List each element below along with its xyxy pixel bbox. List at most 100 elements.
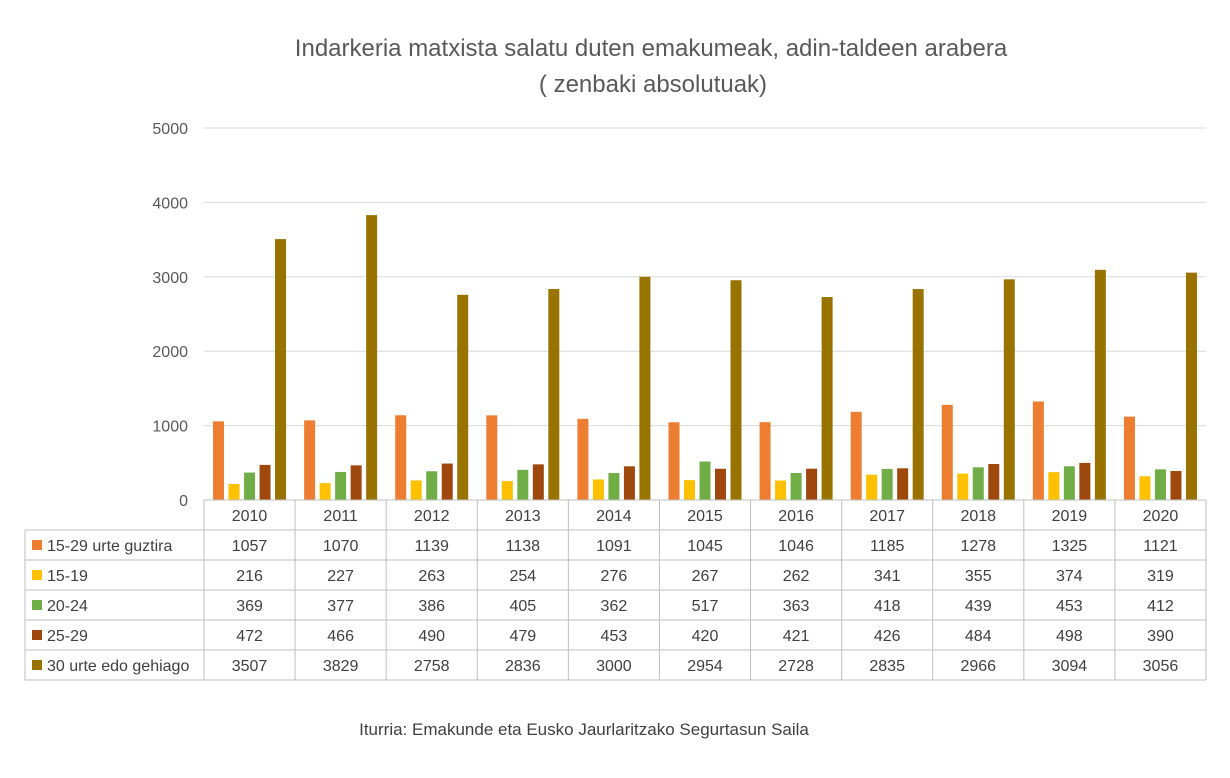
bar-2010-15-29-urte-guztira bbox=[213, 421, 225, 500]
table-cell-value: 498 bbox=[1056, 628, 1083, 645]
bar-2017-15-29-urte-guztira bbox=[850, 411, 862, 500]
table-cell-value: 1046 bbox=[778, 538, 814, 555]
bar-2020-30-urte-edo-gehiago bbox=[1185, 272, 1197, 500]
table-cell-value: 1070 bbox=[323, 538, 359, 555]
table-cell-value: 1138 bbox=[506, 538, 541, 555]
legend-swatch bbox=[32, 540, 42, 550]
source-note: Iturria: Emakunde eta Eusko Jaurlaritzak… bbox=[359, 720, 809, 739]
table-cell-value: 472 bbox=[236, 628, 263, 645]
table-cell-value: 3507 bbox=[232, 658, 268, 675]
y-tick-label: 0 bbox=[179, 493, 188, 510]
x-category-label: 2019 bbox=[1052, 508, 1088, 525]
table-cell-value: 355 bbox=[965, 568, 992, 585]
bar-2018-15-19 bbox=[957, 473, 969, 500]
bar-2015-25-29 bbox=[715, 468, 726, 500]
table-cell-value: 390 bbox=[1147, 628, 1174, 645]
table-cell-value: 1278 bbox=[960, 538, 996, 555]
x-category-label: 2016 bbox=[778, 508, 814, 525]
bar-2014-20-24 bbox=[608, 473, 620, 500]
table-cell-value: 3829 bbox=[323, 658, 359, 675]
table-cell-value: 517 bbox=[692, 598, 719, 615]
bar-2018-30-urte-edo-gehiago bbox=[1003, 279, 1015, 500]
table-cell-value: 2836 bbox=[505, 658, 541, 675]
bar-2011-25-29 bbox=[350, 465, 362, 500]
y-tick-label: 4000 bbox=[152, 195, 188, 212]
table-cell-value: 386 bbox=[418, 598, 445, 615]
bar-2017-20-24 bbox=[881, 468, 893, 500]
table-cell-value: 490 bbox=[418, 628, 445, 645]
table-cell-value: 374 bbox=[1056, 568, 1083, 585]
table-cell-value: 227 bbox=[327, 568, 354, 585]
bars bbox=[213, 215, 1197, 500]
y-tick-label: 3000 bbox=[152, 270, 188, 287]
bar-2016-15-29-urte-guztira bbox=[759, 422, 771, 500]
bar-2016-25-29 bbox=[806, 468, 818, 500]
bar-2019-30-urte-edo-gehiago bbox=[1094, 269, 1106, 500]
legend-swatch bbox=[32, 660, 42, 670]
x-category-label: 2020 bbox=[1143, 508, 1179, 525]
table-cell-value: 1325 bbox=[1052, 538, 1088, 555]
bar-2015-15-19 bbox=[684, 480, 695, 500]
table-cell-value: 263 bbox=[418, 568, 445, 585]
bar-2012-15-19 bbox=[410, 480, 422, 500]
bar-2011-20-24 bbox=[335, 471, 347, 500]
table-cell-value: 453 bbox=[601, 628, 628, 645]
bar-2013-15-19 bbox=[501, 481, 513, 500]
bar-2015-20-24 bbox=[699, 461, 711, 500]
y-tick-label: 1000 bbox=[152, 419, 188, 436]
legend-label: 15-29 urte guztira bbox=[47, 538, 173, 555]
bar-2016-30-urte-edo-gehiago bbox=[821, 297, 833, 500]
bar-2017-25-29 bbox=[897, 468, 909, 500]
table-cell-value: 2728 bbox=[778, 658, 814, 675]
bar-2016-15-19 bbox=[775, 480, 787, 500]
table-cell-value: 2835 bbox=[869, 658, 905, 675]
bar-2020-20-24 bbox=[1154, 469, 1166, 500]
table-cell-value: 319 bbox=[1147, 568, 1174, 585]
table-cell-value: 418 bbox=[874, 598, 901, 615]
table-cell-value: 267 bbox=[692, 568, 719, 585]
table-cell-value: 1121 bbox=[1143, 538, 1178, 555]
table-cell-value: 3000 bbox=[596, 658, 632, 675]
table-cell-value: 363 bbox=[783, 598, 810, 615]
table-cell-value: 262 bbox=[783, 568, 810, 585]
chart-title: Indarkeria matxista salatu duten emakume… bbox=[295, 35, 1008, 62]
table-cell-value: 1185 bbox=[870, 538, 905, 555]
bar-2013-20-24 bbox=[517, 469, 529, 500]
bar-2016-20-24 bbox=[790, 472, 802, 500]
bar-2011-30-urte-edo-gehiago bbox=[366, 215, 378, 500]
legend-swatch bbox=[32, 630, 42, 640]
bar-2011-15-19 bbox=[319, 483, 331, 500]
legend-label: 20-24 bbox=[47, 598, 88, 615]
table-cell-value: 1045 bbox=[687, 538, 723, 555]
legend-label: 25-29 bbox=[47, 628, 88, 645]
x-category-label: 2017 bbox=[869, 508, 905, 525]
bar-2020-25-29 bbox=[1170, 470, 1182, 500]
table-cell-value: 466 bbox=[327, 628, 354, 645]
y-tick-label: 2000 bbox=[152, 344, 188, 361]
legend-swatch bbox=[32, 600, 42, 610]
table-cell-value: 412 bbox=[1147, 598, 1174, 615]
table-cell-value: 3056 bbox=[1143, 658, 1179, 675]
table-cell-value: 3094 bbox=[1052, 658, 1088, 675]
legend-swatch bbox=[32, 570, 42, 580]
bar-2010-25-29 bbox=[259, 464, 271, 500]
table-cell-value: 405 bbox=[509, 598, 536, 615]
table-cell-value: 1091 bbox=[596, 538, 632, 555]
table-cell-value: 439 bbox=[965, 598, 992, 615]
chart-subtitle: ( zenbaki absolutuak) bbox=[539, 71, 767, 98]
table-cell-value: 484 bbox=[965, 628, 992, 645]
table-cell-value: 362 bbox=[601, 598, 628, 615]
bar-2014-30-urte-edo-gehiago bbox=[639, 276, 651, 500]
bar-2010-15-19 bbox=[228, 483, 240, 500]
table-cell-value: 341 bbox=[874, 568, 901, 585]
x-category-label: 2011 bbox=[323, 508, 358, 525]
bar-2014-15-29-urte-guztira bbox=[577, 418, 589, 500]
bar-2020-15-19 bbox=[1139, 476, 1151, 500]
table-cell-value: 420 bbox=[692, 628, 719, 645]
x-category-label: 2010 bbox=[232, 508, 268, 525]
bar-2018-20-24 bbox=[972, 467, 984, 500]
bar-2017-30-urte-edo-gehiago bbox=[912, 289, 924, 500]
bar-2015-15-29-urte-guztira bbox=[668, 422, 680, 500]
table-cell-value: 1139 bbox=[415, 538, 450, 555]
